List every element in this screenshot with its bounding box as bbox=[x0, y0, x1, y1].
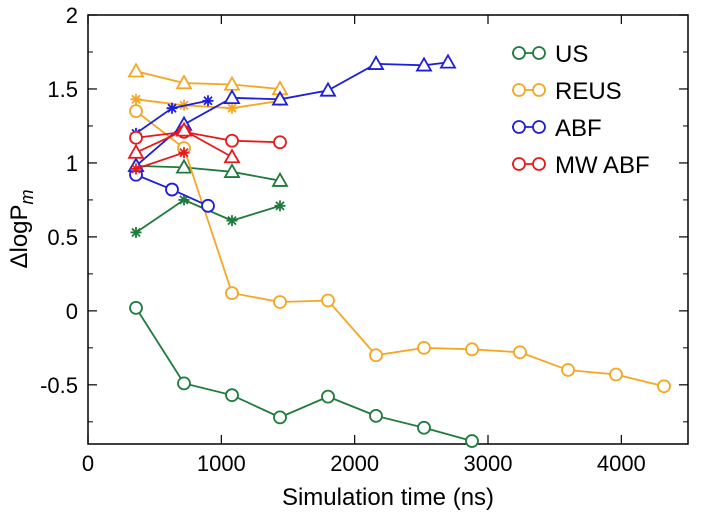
y-axis-title: ΔlogPm bbox=[6, 189, 37, 268]
series-0-line bbox=[135, 307, 473, 442]
series-3-point-4 bbox=[321, 293, 335, 308]
x-tick-label-3: 3000 bbox=[464, 451, 513, 476]
legend: US REUS ABF MW ABF bbox=[512, 41, 650, 179]
legend-label-0: US bbox=[555, 41, 588, 68]
series-0-point-3 bbox=[273, 410, 287, 425]
legend-marker-left-0 bbox=[512, 46, 526, 60]
series-3-point-2 bbox=[225, 286, 239, 301]
series-11-point-1 bbox=[178, 147, 190, 159]
legend-label-1: REUS bbox=[555, 78, 622, 105]
series-9-line bbox=[135, 130, 281, 144]
series-3-point-5 bbox=[369, 348, 383, 363]
legend-marker-left-2 bbox=[512, 120, 526, 134]
series-9-point-2 bbox=[225, 133, 239, 148]
series-10-point-0 bbox=[127, 143, 145, 159]
series-8-point-1 bbox=[166, 102, 178, 114]
legend-marker-right-0 bbox=[532, 46, 546, 60]
series-6 bbox=[129, 167, 215, 213]
y-tick-label-5: 2 bbox=[66, 3, 78, 28]
series-3-point-10 bbox=[609, 367, 623, 382]
y-tick-label-1: 0 bbox=[66, 299, 78, 324]
y-tick-label-2: 0.5 bbox=[47, 225, 78, 250]
series-1-line bbox=[135, 164, 281, 182]
series-7-point-6 bbox=[415, 56, 433, 72]
series-8-point-2 bbox=[202, 95, 214, 107]
y-tick-label-0: -0.5 bbox=[40, 373, 78, 398]
x-tick-label-2: 2000 bbox=[330, 451, 379, 476]
series-7-point-4 bbox=[319, 81, 337, 97]
series-1-point-1 bbox=[175, 158, 193, 174]
series-2-point-1 bbox=[178, 194, 190, 206]
legend-item-0: US bbox=[512, 41, 588, 68]
series-0 bbox=[129, 301, 479, 448]
series-3 bbox=[129, 104, 671, 394]
series-4 bbox=[127, 62, 289, 96]
series-2-point-2 bbox=[226, 215, 238, 227]
series-7-point-3 bbox=[271, 90, 289, 106]
series-4-point-1 bbox=[175, 74, 193, 90]
series-3-point-11 bbox=[657, 379, 671, 394]
series-3-point-3 bbox=[273, 295, 287, 309]
legend-marker-left-3 bbox=[512, 157, 526, 171]
legend-item-2: ABF bbox=[512, 115, 602, 142]
series-5-line bbox=[135, 98, 281, 110]
series-7-point-7 bbox=[439, 53, 457, 69]
series-9-point-0 bbox=[129, 130, 143, 145]
series-7-point-2 bbox=[223, 89, 241, 104]
legend-label-3: MW ABF bbox=[555, 152, 650, 179]
series-1-point-3 bbox=[271, 171, 289, 187]
series-9-point-3 bbox=[273, 135, 287, 150]
series-3-point-0 bbox=[129, 104, 143, 119]
series-3-point-7 bbox=[465, 342, 479, 357]
legend-item-1: REUS bbox=[512, 78, 622, 105]
series-10-point-1 bbox=[175, 121, 193, 137]
series-4-point-0 bbox=[127, 62, 145, 78]
series-2-point-0 bbox=[130, 226, 142, 238]
series-0-point-4 bbox=[321, 389, 335, 404]
series-11-line bbox=[135, 151, 185, 170]
series-0-point-6 bbox=[417, 420, 431, 435]
x-tick-label-0: 0 bbox=[82, 451, 94, 476]
series-0-point-0 bbox=[129, 301, 143, 315]
series-0-point-5 bbox=[369, 408, 383, 423]
legend-marker-right-3 bbox=[532, 157, 546, 171]
legend-marker-right-1 bbox=[532, 83, 546, 97]
series-0-point-2 bbox=[225, 388, 239, 403]
x-axis-title: Simulation time (ns) bbox=[282, 484, 494, 511]
series-1-point-2 bbox=[223, 162, 241, 178]
legend-item-3: MW ABF bbox=[512, 152, 650, 179]
series-0-point-7 bbox=[465, 434, 479, 448]
series-11-point-0 bbox=[130, 163, 142, 175]
series-6-point-2 bbox=[201, 198, 215, 213]
series-0-point-1 bbox=[177, 376, 191, 391]
x-tick-label-4: 4000 bbox=[597, 451, 646, 476]
series-11 bbox=[130, 147, 190, 175]
series-group bbox=[127, 53, 671, 448]
series-10-point-2 bbox=[223, 148, 241, 164]
y-tick-label-4: 1.5 bbox=[47, 77, 78, 102]
legend-label-2: ABF bbox=[555, 115, 602, 142]
y-axis-title-subscript: m bbox=[17, 189, 37, 204]
series-5-point-2 bbox=[226, 102, 238, 114]
axis-ticks: 0 1000 2000 3000 4000 -0.5 0 0.5 1 1.5 2 bbox=[40, 3, 688, 476]
legend-marker-left-1 bbox=[512, 83, 526, 97]
series-3-point-6 bbox=[417, 340, 431, 355]
x-tick-label-1: 1000 bbox=[197, 451, 246, 476]
series-3-point-9 bbox=[561, 363, 575, 377]
series-4-line bbox=[135, 70, 281, 90]
series-5-point-0 bbox=[130, 93, 142, 105]
series-3-point-8 bbox=[513, 345, 527, 360]
y-tick-label-3: 1 bbox=[66, 151, 78, 176]
series-10 bbox=[127, 121, 241, 164]
plot-frame bbox=[87, 14, 689, 445]
series-6-point-1 bbox=[165, 182, 179, 197]
series-7-line bbox=[135, 61, 449, 167]
legend-marker-right-2 bbox=[532, 120, 546, 134]
y-axis-title-main: ΔlogP bbox=[6, 204, 33, 268]
series-7-point-5 bbox=[367, 55, 385, 70]
series-9 bbox=[129, 124, 287, 150]
series-2-point-3 bbox=[274, 200, 286, 212]
series-3-line bbox=[135, 110, 665, 388]
